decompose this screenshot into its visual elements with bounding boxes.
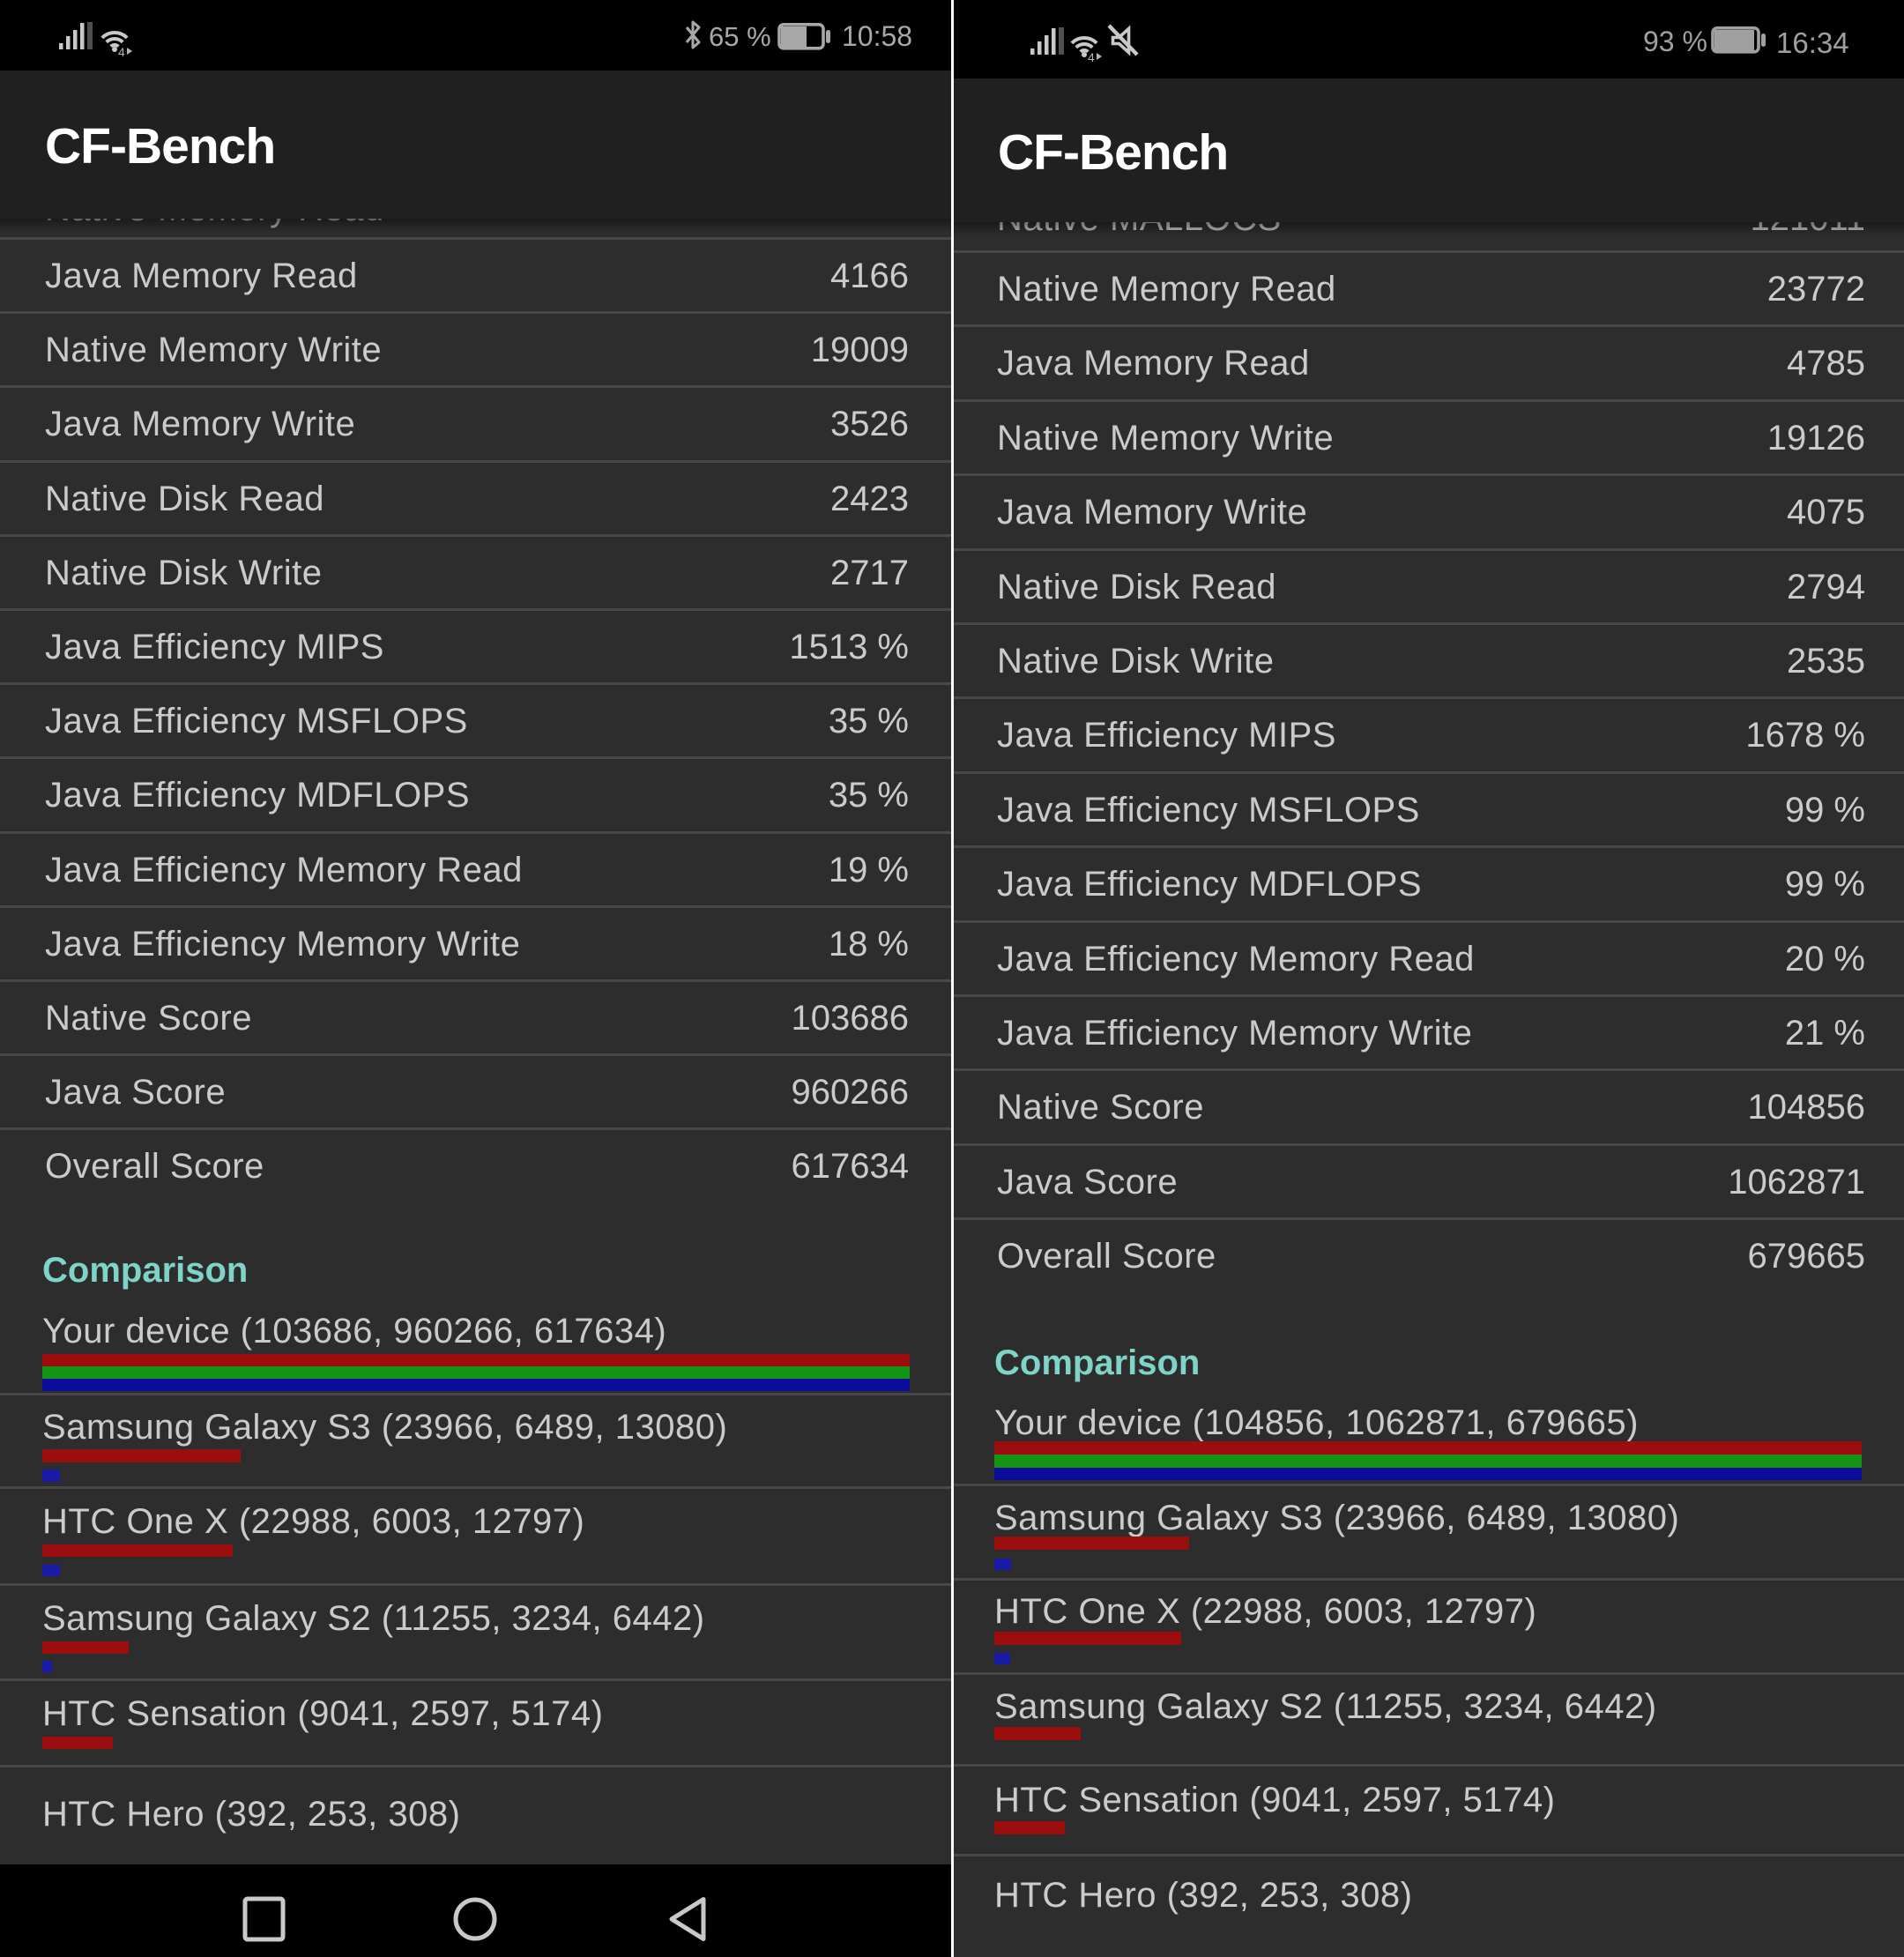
svg-text:4: 4: [118, 45, 125, 58]
svg-text:4: 4: [1088, 50, 1095, 63]
